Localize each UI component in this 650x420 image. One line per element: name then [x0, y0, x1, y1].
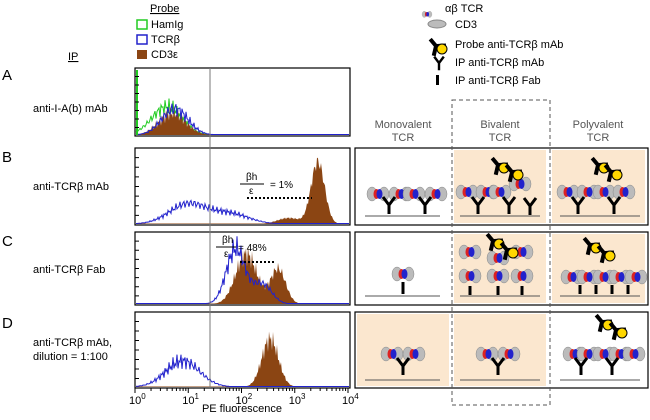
legend-item: TCRβ — [151, 34, 180, 46]
icon-cd3 — [427, 19, 447, 29]
legend-item: HamIg — [151, 19, 183, 31]
tick-base: 10 — [129, 395, 141, 407]
row-letter: B — [2, 149, 12, 166]
annotation-text: = 1% — [270, 180, 293, 191]
row-label: dilution = 1:100 — [33, 351, 108, 363]
icon-ip-fab — [436, 75, 439, 85]
column-header: Bivalent — [480, 119, 519, 131]
tick-exp: 1 — [195, 392, 200, 401]
x-tick-label: 104 — [342, 392, 359, 407]
ip-fab — [610, 285, 614, 294]
legend-swatch — [137, 50, 147, 59]
ip-fab — [520, 286, 524, 295]
probe-title: Probe — [150, 3, 179, 15]
histogram — [136, 331, 349, 387]
histogram — [136, 246, 349, 304]
x-tick-label: 101 — [182, 392, 199, 407]
legend-swatch — [136, 19, 148, 30]
x-axis-label: PE fluorescence — [202, 403, 282, 415]
histogram — [136, 236, 349, 304]
histogram — [135, 354, 349, 387]
model-frame — [354, 311, 649, 389]
probe — [588, 307, 615, 334]
row-label: anti-I-A(b) mAb — [33, 103, 108, 115]
row-letter: A — [2, 67, 12, 84]
ip-fab — [594, 285, 598, 294]
model-frame — [354, 231, 649, 306]
histogram — [136, 199, 349, 224]
column-header: TCR — [587, 132, 610, 144]
column-header: Polyvalent — [573, 119, 624, 131]
icon-probe — [424, 34, 447, 56]
tick-exp: 2 — [248, 392, 253, 401]
x-tick-label: 103 — [289, 392, 306, 407]
column-header: TCR — [392, 132, 415, 144]
tcr-icon — [391, 266, 415, 282]
row-label: anti-TCRβ mAb, — [33, 337, 112, 349]
ip-fab — [496, 286, 500, 295]
annotation-den: ε — [249, 186, 254, 197]
ip-mab — [381, 195, 397, 216]
model-legend-item: Probe anti-TCRβ mAb — [455, 39, 563, 51]
tick-exp: 4 — [354, 392, 359, 401]
x-axis: 100 101 102 103 104 — [129, 388, 359, 407]
model-legend-item: IP anti-TCRβ mAb — [455, 57, 544, 69]
model-legend-item: IP anti-TCRβ Fab — [455, 75, 541, 87]
tick-base: 10 — [182, 395, 194, 407]
tick-base: 10 — [289, 395, 301, 407]
annotation-num: βh — [222, 235, 233, 246]
ip-fab — [468, 286, 472, 295]
panel-frame — [134, 231, 351, 306]
x-tick-label: 100 — [129, 392, 146, 407]
x-tick-label: 102 — [236, 392, 253, 407]
bivalent-box — [451, 99, 551, 406]
icon-tcr — [421, 10, 433, 18]
models — [365, 150, 648, 381]
model-frame — [354, 147, 649, 226]
panel-frame — [134, 67, 351, 137]
ip-fab — [401, 282, 405, 294]
row-label: anti-TCRβ Fab — [33, 264, 105, 276]
tick-exp: 0 — [141, 392, 146, 401]
ip-label: IP — [68, 51, 78, 63]
panel-frame — [134, 147, 351, 226]
row-letter: C — [2, 233, 13, 250]
annotation-text: = 48% — [238, 243, 267, 254]
column-header: Monovalent — [375, 119, 432, 131]
annotation-num: βh — [246, 172, 257, 183]
icon-ip-mab — [432, 55, 446, 72]
ip-fab — [578, 285, 582, 294]
model-legend-item: αβ TCR — [445, 3, 483, 15]
tick-exp: 3 — [301, 392, 306, 401]
panel-frame — [134, 311, 351, 389]
annotation-den: ε — [224, 249, 229, 260]
row-letter: D — [2, 315, 13, 332]
column-header: TCR — [489, 132, 512, 144]
model-legend-item: CD3 — [455, 19, 477, 31]
histogram — [136, 105, 349, 135]
ip-fab — [626, 285, 630, 294]
tick-base: 10 — [236, 395, 248, 407]
histograms — [135, 67, 349, 389]
tick-base: 10 — [342, 395, 354, 407]
ip-mab — [417, 195, 433, 216]
legend-swatch — [136, 34, 148, 45]
histogram — [136, 157, 349, 224]
row-label: anti-TCRβ mAb — [33, 181, 109, 193]
tcr-icon — [622, 346, 646, 362]
legend-item: CD3ε — [151, 49, 178, 61]
histogram — [136, 103, 349, 136]
